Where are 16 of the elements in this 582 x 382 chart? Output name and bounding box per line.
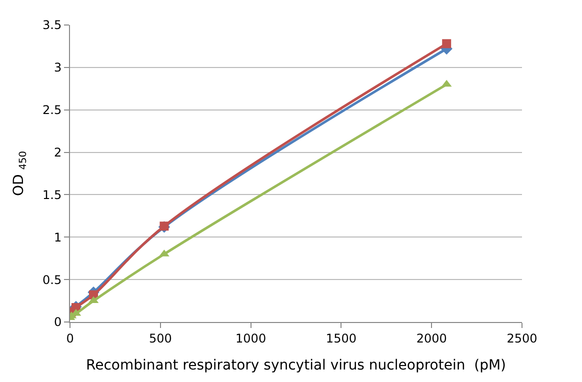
x-axis-title: Recombinant respiratory syncytial virus nucleoprotein (pM) xyxy=(86,358,506,374)
y-tick-label: 3.5 xyxy=(42,18,62,32)
x-tick-label: 2000 xyxy=(416,331,447,346)
point xyxy=(442,39,452,48)
x-tick-label: 2500 xyxy=(506,331,538,346)
x-tick-label: 1500 xyxy=(326,331,356,346)
x-tick-label: 1000 xyxy=(236,331,266,346)
y-tick-label: 1 xyxy=(54,230,62,244)
y-tick-label: 2 xyxy=(54,145,62,160)
y-tick-label: 2.5 xyxy=(42,103,62,118)
y-tick-label: 3 xyxy=(54,60,62,75)
y-tick-label: 1.5 xyxy=(42,188,62,202)
y-tick-label: 0.5 xyxy=(42,272,62,287)
x-tick-label: 0 xyxy=(66,331,74,346)
y-tick-label: 0 xyxy=(54,315,62,330)
x-tick-label: 500 xyxy=(148,331,172,346)
